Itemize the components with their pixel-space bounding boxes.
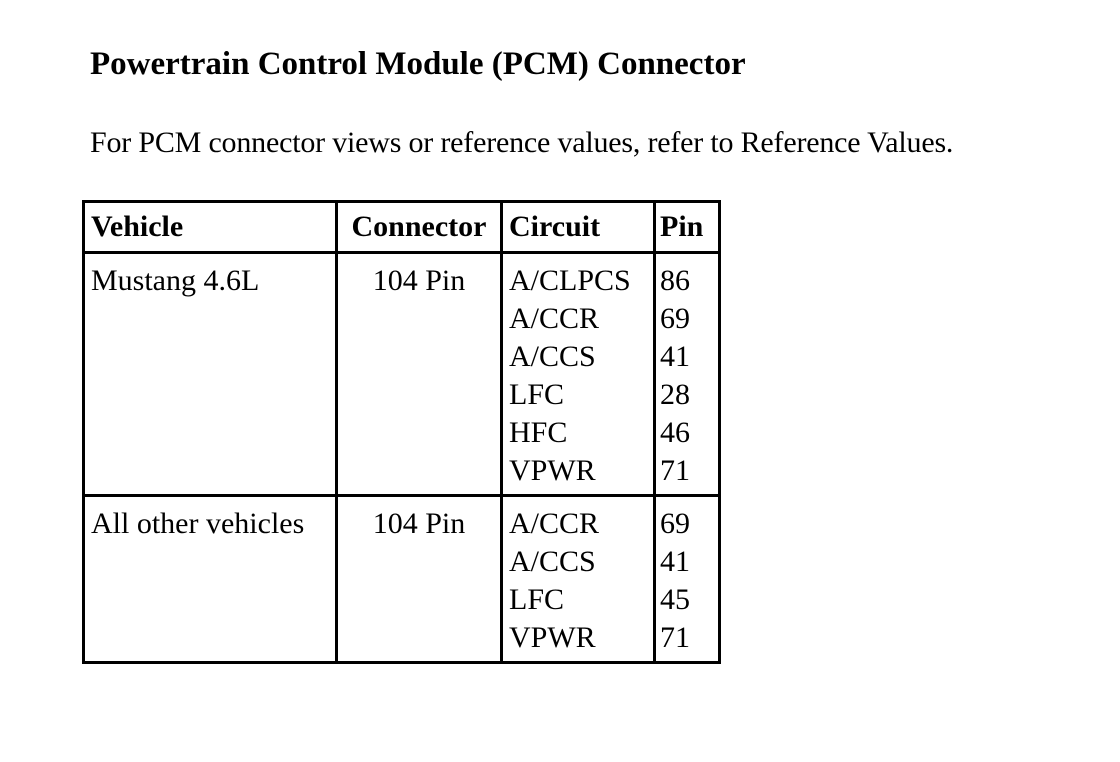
vehicle-cell: Mustang 4.6L	[82, 251, 338, 497]
vehicle-name: Mustang 4.6L	[91, 264, 260, 297]
pin-number: 28	[660, 378, 690, 411]
table-header-row: Vehicle Connector Circuit Pin	[82, 200, 721, 254]
pcm-connector-table: Vehicle Connector Circuit Pin Mustang 4.…	[82, 200, 721, 664]
pin-number: 71	[660, 454, 690, 487]
circuit-name: VPWR	[509, 454, 596, 487]
circuit-name: A/CCR	[509, 507, 600, 540]
pin-number: 69	[660, 507, 690, 540]
header-connector: Connector	[335, 200, 503, 254]
circuit-name: LFC	[509, 583, 565, 616]
connector-cell: 104 Pin	[335, 494, 503, 664]
circuit-name: HFC	[509, 416, 568, 449]
pin-cell: 69 41 45 71	[653, 494, 721, 664]
circuit-name: A/CCR	[509, 302, 600, 335]
header-circuit: Circuit	[500, 200, 656, 254]
connector-value: 104 Pin	[372, 507, 466, 540]
pin-number: 45	[660, 583, 690, 616]
connector-value: 104 Pin	[372, 264, 466, 297]
connector-cell: 104 Pin	[335, 251, 503, 497]
intro-text: For PCM connector views or reference val…	[90, 126, 954, 159]
circuit-name: A/CCS	[509, 340, 596, 373]
circuit-cell: A/CCR A/CCS LFC VPWR	[500, 494, 656, 664]
circuit-name: VPWR	[509, 621, 596, 654]
vehicle-name: All other vehicles	[91, 507, 305, 540]
pin-number: 41	[660, 545, 690, 578]
table-row: All other vehicles 104 Pin A/CCR A/CCS LFC VP…	[82, 494, 721, 664]
vehicle-cell: All other vehicles	[82, 494, 338, 664]
pin-number: 86	[660, 264, 690, 297]
pin-number: 71	[660, 621, 690, 654]
pin-number: 69	[660, 302, 690, 335]
page-title: Powertrain Control Module (PCM) Connecto…	[90, 46, 746, 82]
circuit-name: A/CCS	[509, 545, 596, 578]
pin-cell: 86 69 41 28 46 71	[653, 251, 721, 497]
header-vehicle: Vehicle	[82, 200, 338, 254]
circuit-name: A/CLPCS	[509, 264, 631, 297]
pin-number: 41	[660, 340, 690, 373]
circuit-cell: A/CLPCS A/CCR A/CCS LFC HFC VPWR	[500, 251, 656, 497]
table-row: Mustang 4.6L 104 Pin A/CLPCS A/CCR A/CCS LFC H…	[82, 251, 721, 497]
header-pin: Pin	[653, 200, 721, 254]
circuit-name: LFC	[509, 378, 565, 411]
pin-number: 46	[660, 416, 690, 449]
